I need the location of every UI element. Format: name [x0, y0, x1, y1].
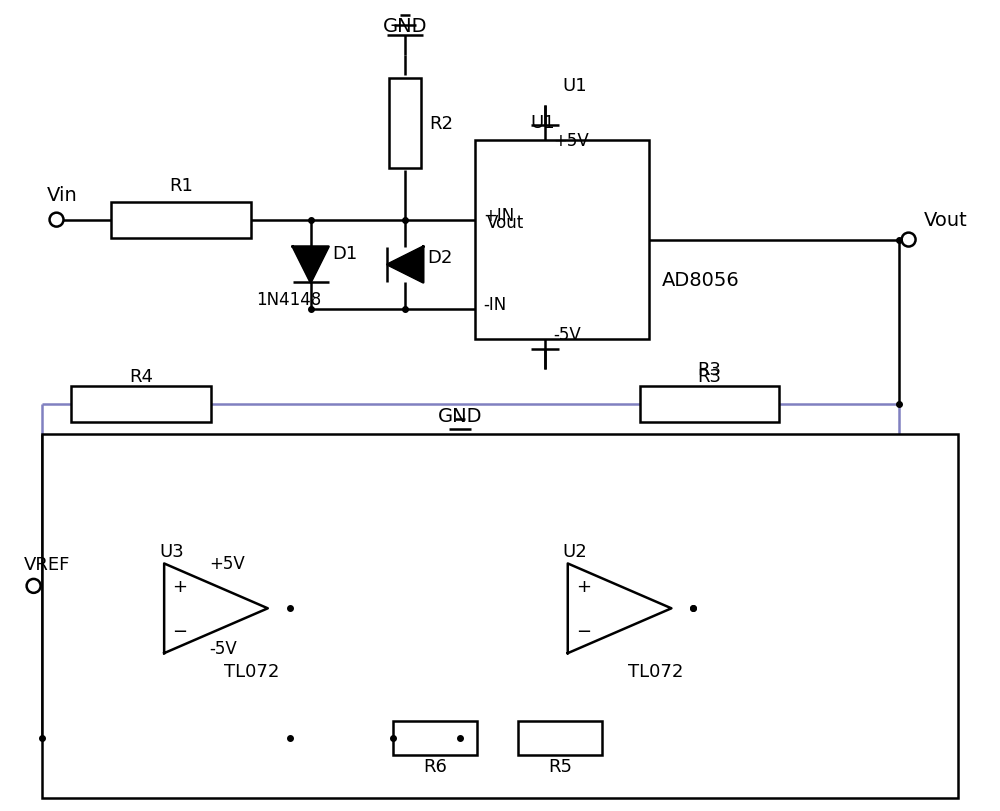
Text: U1: U1: [530, 114, 555, 132]
Text: GND: GND: [383, 17, 428, 36]
Text: +IN: +IN: [483, 206, 514, 225]
Bar: [389, 79, 421, 169]
Text: R4: R4: [129, 367, 153, 385]
Bar: [475, 141, 649, 340]
Text: R6: R6: [423, 757, 447, 775]
Text: −: −: [172, 622, 187, 640]
Text: -IN: -IN: [483, 296, 506, 314]
Bar: [42, 435, 958, 798]
Text: R2: R2: [429, 115, 453, 133]
Text: TL072: TL072: [628, 663, 683, 680]
Text: +: +: [172, 577, 187, 595]
Text: D1: D1: [333, 244, 358, 262]
Text: VREF: VREF: [24, 556, 70, 573]
Text: -5V: -5V: [553, 326, 581, 344]
Polygon shape: [293, 247, 329, 283]
Bar: [111, 203, 251, 238]
Text: Vin: Vin: [47, 186, 77, 205]
Text: +5V: +5V: [553, 131, 589, 150]
Text: U3: U3: [159, 543, 184, 560]
Bar: [71, 387, 211, 423]
Text: U2: U2: [563, 543, 588, 560]
Bar: [393, 721, 477, 755]
Text: GND: GND: [438, 407, 482, 426]
Text: D2: D2: [427, 248, 453, 266]
Polygon shape: [387, 247, 423, 283]
Text: R1: R1: [169, 177, 193, 195]
Text: TL072: TL072: [224, 663, 279, 680]
Text: +5V: +5V: [209, 555, 245, 573]
Text: R5: R5: [548, 757, 572, 775]
Text: U1: U1: [563, 77, 587, 95]
Text: Vout: Vout: [924, 211, 967, 230]
Text: -5V: -5V: [209, 639, 237, 658]
Bar: [640, 387, 779, 423]
Text: 1N4148: 1N4148: [256, 291, 321, 309]
Text: R3: R3: [697, 367, 721, 385]
Text: R3: R3: [697, 361, 721, 379]
Text: −: −: [576, 622, 591, 640]
Text: Vout: Vout: [487, 213, 524, 231]
Text: +: +: [576, 577, 591, 595]
Text: AD8056: AD8056: [661, 271, 739, 290]
Bar: [518, 721, 602, 755]
